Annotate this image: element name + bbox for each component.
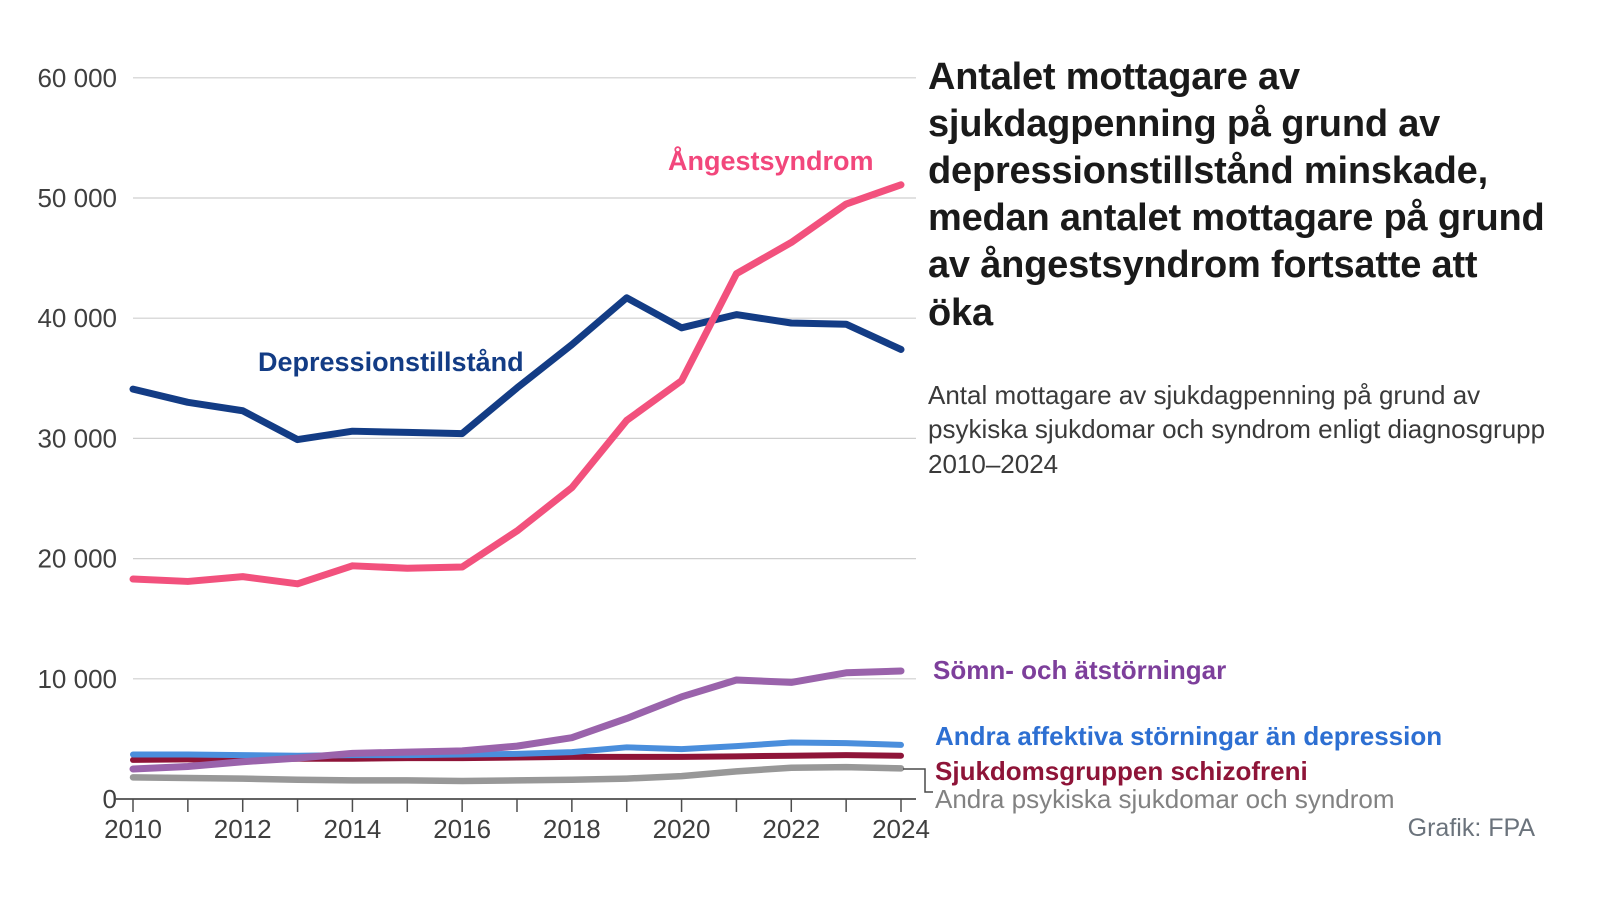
chart-subtitle: Antal mottagare av sjukdagpenning på gru… [928, 380, 1546, 479]
y-tick-label: 10 000 [37, 664, 117, 694]
y-tick-label: 60 000 [37, 63, 117, 93]
y-tick-label: 0 [103, 784, 117, 814]
x-tick-label: 2020 [653, 814, 711, 844]
inline-label-angestsyndrom: Ångestsyndrom [668, 146, 874, 176]
x-tick-label: 2010 [104, 814, 162, 844]
credit-text: Grafik: FPA [1407, 814, 1535, 842]
y-tick-label: 50 000 [37, 183, 117, 213]
y-tick-label: 20 000 [37, 544, 117, 574]
series-line-angest [129, 181, 905, 588]
series-line-psykiska [129, 763, 905, 785]
x-tick-label: 2022 [762, 814, 820, 844]
series-line-depression [129, 294, 905, 444]
series-line-somn [129, 667, 905, 773]
y-tick-label: 30 000 [37, 423, 117, 453]
legend-label-somn: Sömn- och ätstörningar [933, 655, 1227, 685]
legend-label-psykiska: Andra psykiska sjukdomar och syndrom [935, 784, 1395, 814]
x-tick-label: 2016 [433, 814, 491, 844]
legend-label-affektiva: Andra affektiva störningar än depression [935, 721, 1443, 751]
x-tick-label: 2014 [324, 814, 382, 844]
x-tick-label: 2018 [543, 814, 601, 844]
series-line-affektiva [130, 739, 904, 759]
y-tick-label: 40 000 [37, 303, 117, 333]
inline-label-depression: Depressionstillstånd [258, 347, 524, 377]
x-tick-label: 2024 [872, 814, 930, 844]
legend-label-schizofreni: Sjukdomsgruppen schizofreni [935, 756, 1308, 786]
label-connector [903, 768, 933, 793]
chart-title: Antalet mottagare av sjukdagpenning på g… [928, 56, 1545, 334]
x-tick-label: 2012 [214, 814, 272, 844]
